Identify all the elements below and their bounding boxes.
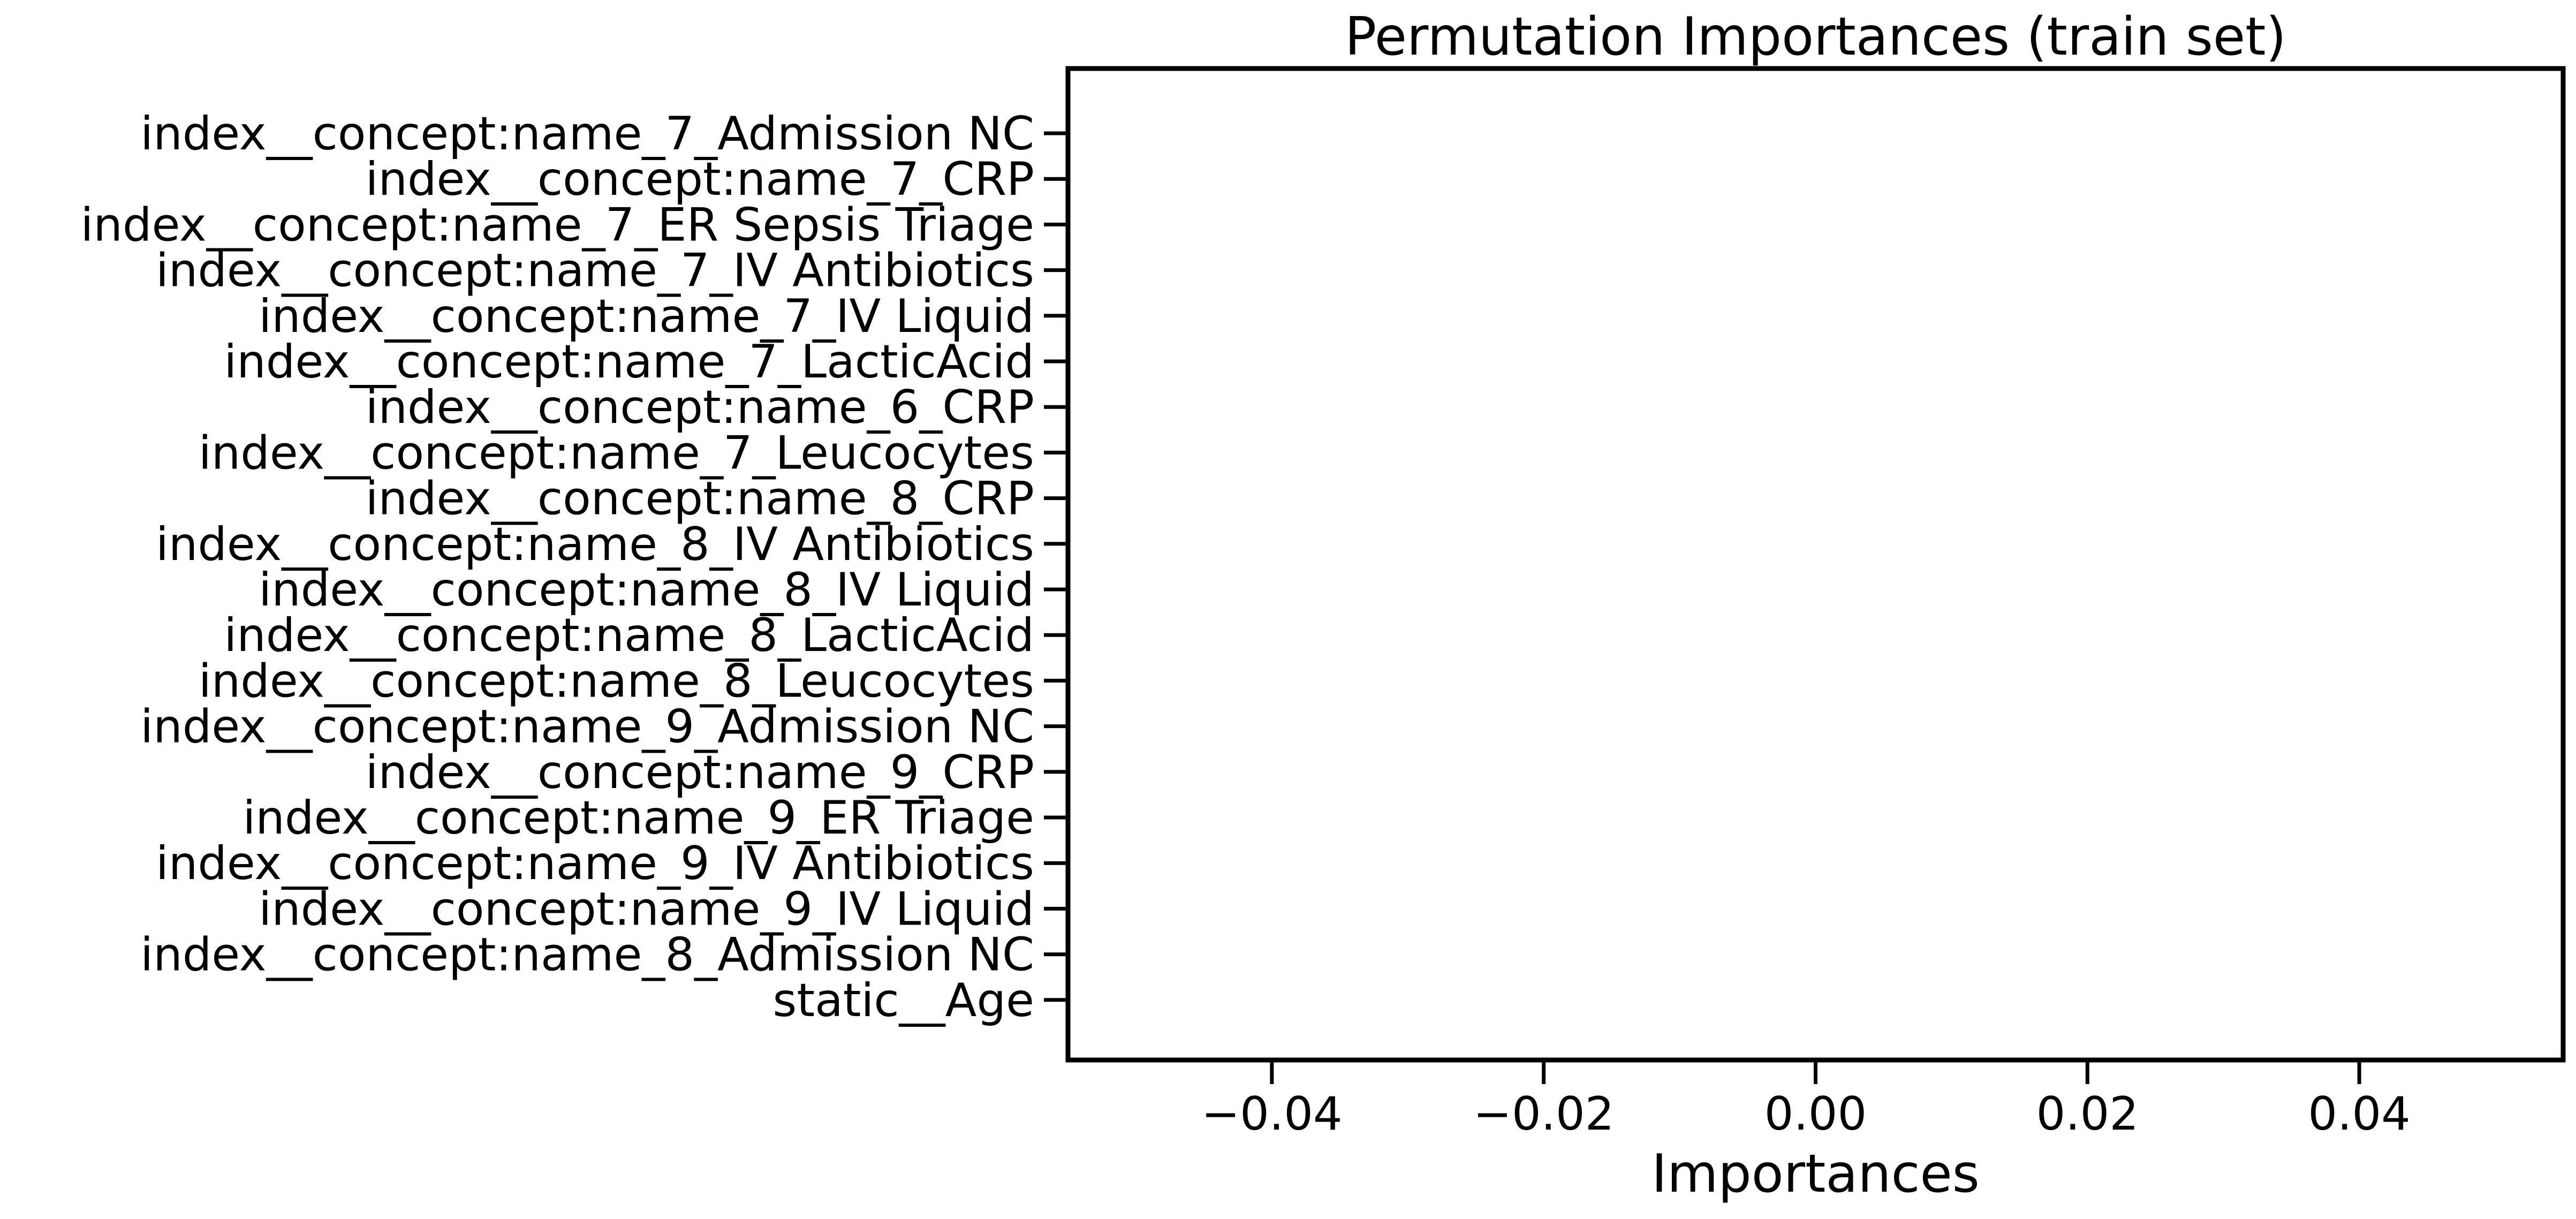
chart-title: Permutation Importances (train set): [1345, 6, 2286, 67]
x-tick-label: 0.02: [2036, 1087, 2139, 1141]
y-tick-label: index__concept:name_7_IV Antibiotics: [156, 244, 1034, 298]
y-tick-label: index__concept:name_7_CRP: [366, 153, 1034, 206]
y-tick-label: index__concept:name_8_Leucocytes: [199, 654, 1034, 708]
y-tick-label: index__concept:name_9_ER Triage: [243, 791, 1034, 845]
y-tick-label: index__concept:name_9_IV Antibiotics: [156, 837, 1034, 890]
x-axis-label: Importances: [1651, 1144, 1980, 1205]
x-tick-label: −0.02: [1473, 1087, 1615, 1141]
y-tick-label: index__concept:name_7_Leucocytes: [199, 426, 1034, 480]
y-tick-label: index__concept:name_8_IV Antibiotics: [156, 518, 1034, 571]
x-tick-label: 0.00: [1764, 1087, 1867, 1141]
y-tick-label: index__concept:name_9_CRP: [366, 746, 1034, 799]
x-axis-ticks: −0.04 −0.02 0.00 0.02 0.04: [1201, 1060, 2411, 1141]
y-tick-label: index__concept:name_8_IV Liquid: [259, 563, 1034, 617]
y-tick-label: index__concept:name_9_IV Liquid: [259, 882, 1034, 936]
y-tick-label: index__concept:name_8_LacticAcid: [224, 609, 1034, 662]
y-tick-label: index__concept:name_7_IV Liquid: [259, 290, 1034, 343]
y-tick-label: index__concept:name_8_Admission NC: [140, 928, 1034, 982]
y-tick-label: static__Age: [773, 974, 1034, 1027]
y-tick-label: index__concept:name_6_CRP: [366, 381, 1034, 434]
y-tick-label: index__concept:name_7_Admission NC: [140, 107, 1034, 161]
y-axis-ticks: index__concept:name_7_Admission NCindex_…: [81, 107, 1068, 1027]
y-tick-label: index__concept:name_9_Admission NC: [140, 700, 1034, 754]
y-tick-label: index__concept:name_7_LacticAcid: [224, 335, 1034, 389]
y-tick-label: index__concept:name_7_ER Sepsis Triage: [81, 198, 1034, 252]
plot-area-frame: [1065, 66, 2566, 1063]
x-tick-label: −0.04: [1201, 1087, 1343, 1141]
x-tick-label: 0.04: [2308, 1087, 2410, 1141]
y-tick-label: index__concept:name_8_CRP: [366, 472, 1034, 526]
